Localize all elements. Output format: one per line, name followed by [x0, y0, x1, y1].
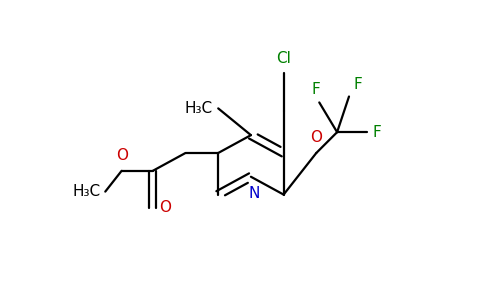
Text: F: F — [353, 77, 362, 92]
Text: F: F — [372, 125, 381, 140]
Text: H₃C: H₃C — [185, 101, 213, 116]
Text: O: O — [116, 148, 128, 164]
Text: O: O — [310, 130, 322, 145]
Text: O: O — [159, 200, 171, 215]
Text: H₃C: H₃C — [73, 184, 101, 199]
Text: F: F — [311, 82, 320, 97]
Text: Cl: Cl — [276, 51, 291, 66]
Text: N: N — [249, 186, 260, 201]
